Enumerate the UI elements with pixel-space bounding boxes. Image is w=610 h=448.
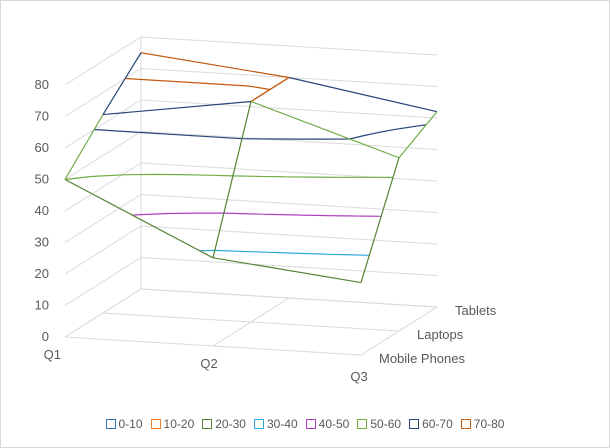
contour-line (94, 124, 427, 140)
contour-line (125, 76, 290, 103)
legend-label: 60-70 (422, 417, 453, 431)
legend-item: 40-50 (305, 417, 350, 431)
surface-edge (288, 76, 438, 113)
z-tick-label: 60 (35, 140, 49, 155)
z-tick-label: 80 (35, 77, 49, 92)
gridline-left-wall (64, 257, 142, 306)
z-tick-label: 30 (35, 235, 49, 250)
gridline-back-wall (140, 99, 438, 119)
surface-edge (250, 100, 400, 159)
gridline-back-wall (140, 36, 438, 56)
x-category-label: Q3 (350, 369, 367, 384)
chart-legend: 0-10 10-20 20-30 30-40 40-50 50-60 60-70 70-80 (1, 417, 609, 431)
legend-label: 10-20 (163, 417, 195, 431)
gridline-back-wall (140, 162, 438, 182)
surface-edge (360, 157, 400, 283)
gridline-floor (102, 312, 400, 332)
z-tick-label: 0 (42, 329, 49, 344)
depth-category-label: Tablets (455, 303, 497, 318)
surface-edge (64, 114, 104, 180)
depth-category-label: Laptops (417, 327, 464, 342)
gridlines (64, 36, 438, 356)
surface-plot: 0 10 20 30 40 50 60 70 80 Q1 Q2 Q3 Mobile Phones Lapt… (35, 36, 497, 384)
gridline-back-wall (140, 257, 438, 276)
legend-label: 20-30 (215, 417, 246, 431)
x-category-label: Q2 (200, 356, 217, 371)
z-tick-label: 40 (35, 203, 49, 218)
gridline-left-wall (64, 36, 142, 86)
legend-item: 30-40 (253, 417, 298, 431)
depth-category-label: Mobile Phones (379, 351, 465, 366)
z-tick-label: 10 (35, 298, 49, 313)
surface-edge (212, 257, 362, 284)
legend-swatch (357, 419, 368, 429)
legend-swatch (105, 419, 116, 429)
legend-label: 70-80 (473, 417, 505, 431)
gridline-left-wall (64, 68, 142, 117)
surface-edge (102, 52, 142, 115)
gridline-left-wall (64, 194, 142, 243)
gridline-back-wall (140, 225, 438, 245)
z-tick-label: 20 (35, 266, 49, 281)
legend-item: 50-60 (357, 417, 401, 431)
gridline-left-wall (64, 225, 142, 275)
surface-contours (64, 52, 438, 284)
legend-item: 70-80 (460, 417, 505, 431)
surface-edge (64, 178, 214, 259)
legend-item: 60-70 (409, 417, 453, 431)
gridline-floor (64, 336, 362, 356)
legend-label: 30-40 (266, 417, 298, 431)
gridline-back-wall (140, 194, 438, 213)
legend-label: 50-60 (370, 417, 402, 431)
legend-swatch (305, 419, 316, 429)
surface-edge (212, 101, 252, 258)
surface-edge (102, 100, 252, 116)
gridline-back-wall (140, 131, 438, 150)
contour-line (132, 212, 382, 217)
gridline-left-wall (64, 131, 142, 180)
axis-labels: 0 10 20 30 40 50 60 70 80 Q1 Q2 Q3 Mobile Phones Lapt… (35, 77, 497, 384)
gridline-floor (140, 288, 438, 308)
surface-edge (140, 52, 290, 79)
legend-item: 20-30 (202, 417, 246, 431)
legend-swatch (409, 419, 420, 429)
gridline-left-wall (64, 162, 142, 212)
legend-swatch (202, 419, 213, 429)
surface-edge (250, 76, 290, 103)
z-tick-label: 50 (35, 172, 49, 187)
legend-swatch (460, 419, 471, 429)
legend-item: 10-20 (150, 417, 195, 431)
legend-swatch (253, 419, 264, 429)
x-category-label: Q1 (44, 347, 61, 362)
gridline-left-wall (64, 99, 142, 149)
legend-item: 0-10 (105, 417, 143, 431)
legend-swatch (150, 419, 161, 429)
contour-line (64, 173, 394, 181)
z-tick-label: 70 (35, 109, 49, 124)
legend-label: 0-10 (118, 417, 143, 431)
legend-label: 40-50 (318, 417, 350, 431)
contour-line (199, 249, 370, 256)
surface-edge (398, 111, 438, 159)
